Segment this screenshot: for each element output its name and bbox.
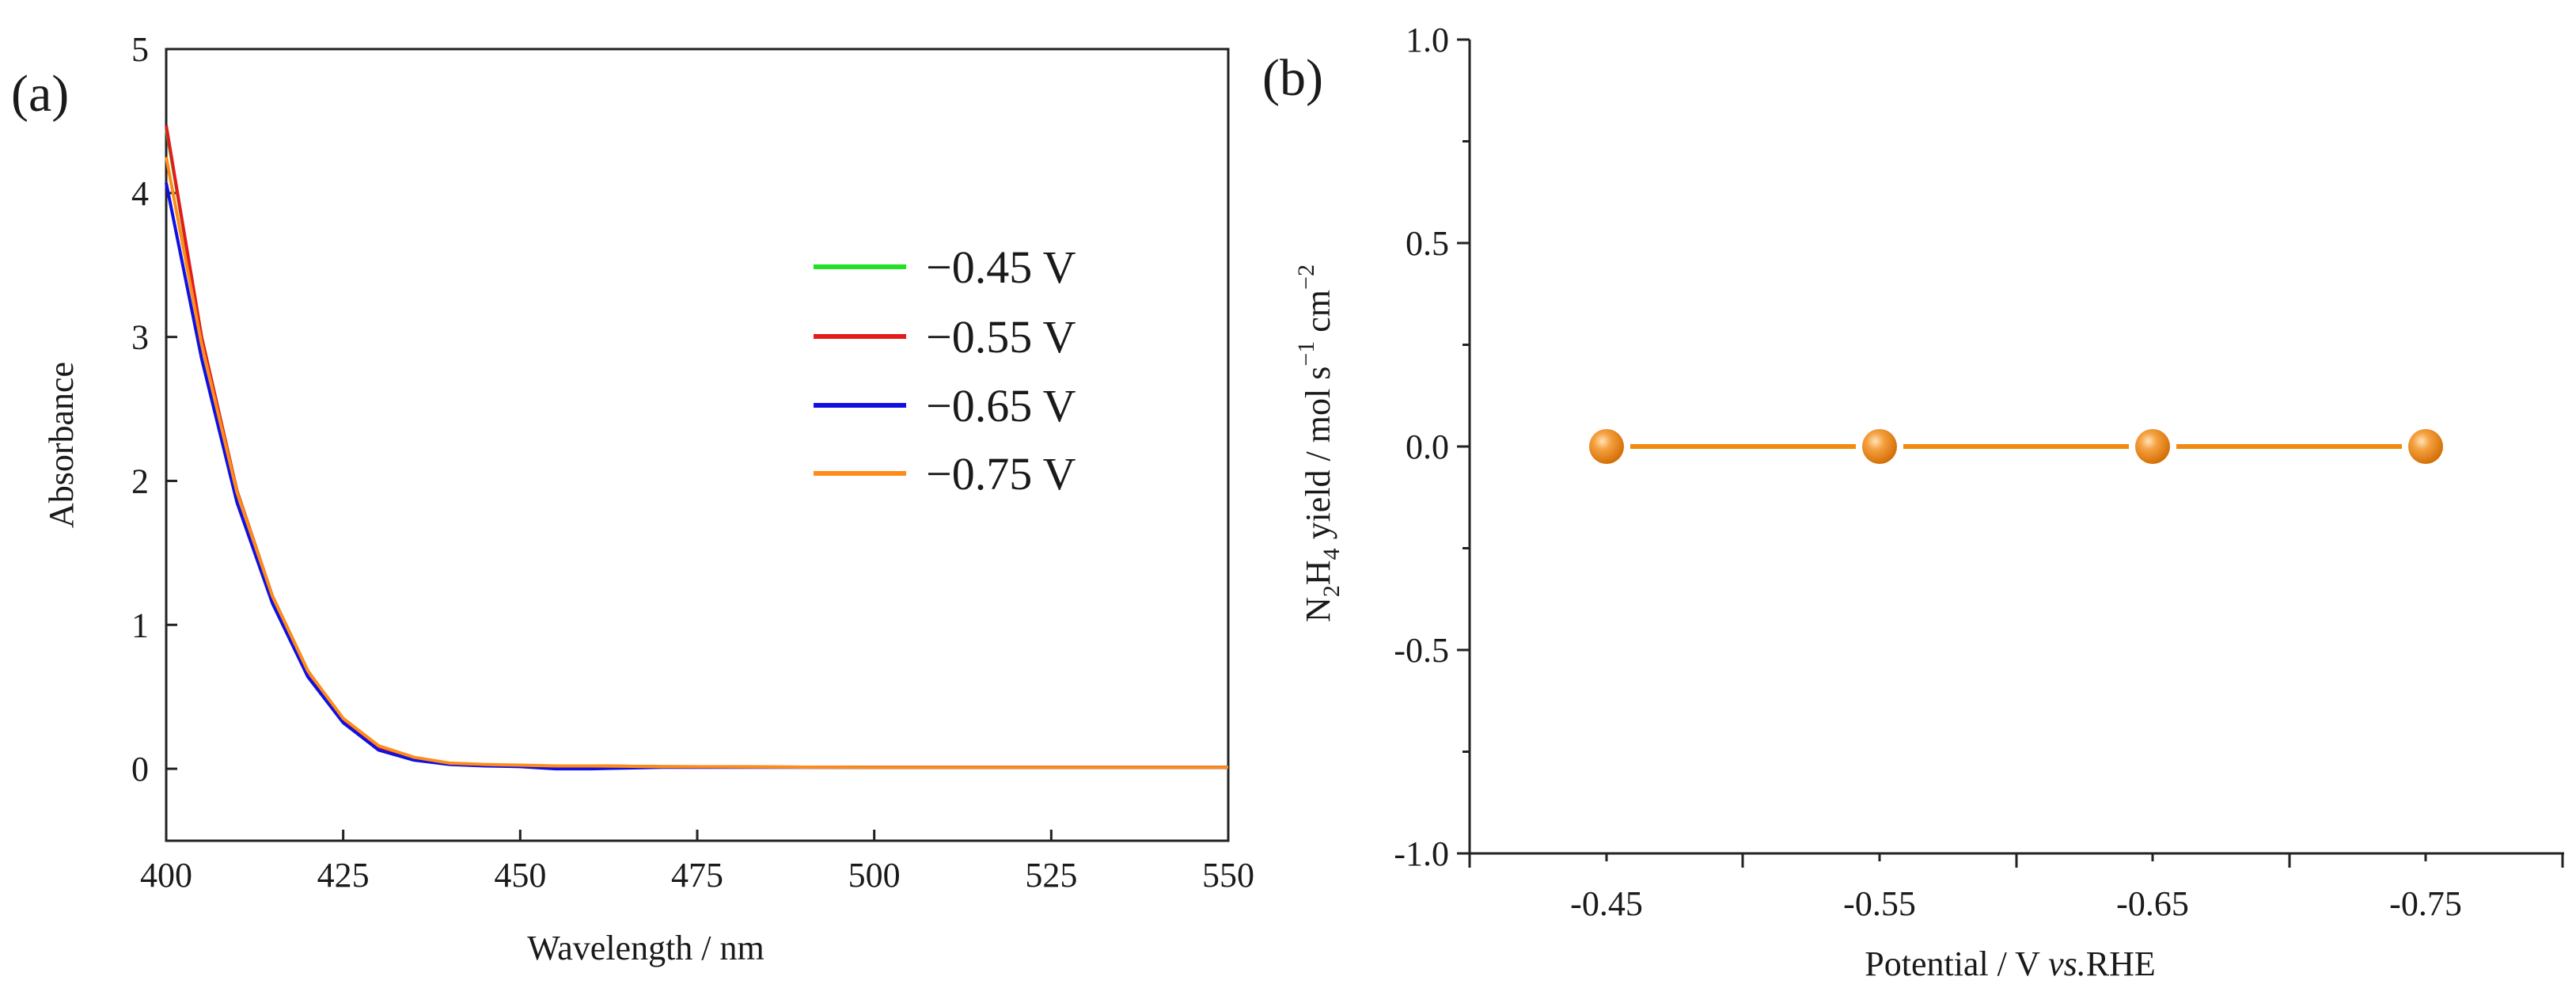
yield-chart: (b) -1.0 -0.5 0.0 0.5 1.0 -0.45 -0.55 -0.65 -0.… [1262,21,2564,983]
legend-label-1: −0.45 V [926,241,1076,293]
x-tick-label-b: -0.45 [1570,884,1643,923]
data-point [2135,429,2170,464]
panel-b-label: (b) [1262,49,1323,107]
x-tick-label-b: -0.75 [2389,884,2462,923]
series-line-3 [165,182,1228,771]
x-tick-label-b: -0.55 [1843,884,1916,923]
panel-a-label: (a) [11,65,69,123]
x-tick-label-a: 475 [671,856,723,895]
y-tick-label-b: -0.5 [1394,631,1449,670]
x-tick-label-a: 425 [317,856,370,895]
y-axis-label-a: Absorbance [42,362,81,528]
series-line-2 [165,125,1228,770]
y-tick-label-b: 0.5 [1406,224,1449,263]
y-axis-label-b: N2H4 yield / mol s−1 cm−2 [1293,264,1345,622]
y-tick-label-a: 5 [131,30,149,69]
legend-label-2: −0.55 V [926,311,1076,363]
data-point [2408,429,2443,464]
y-tick-label-a: 2 [131,462,149,500]
legend-label-3: −0.65 V [926,380,1076,431]
x-tick-label-a: 450 [494,856,546,895]
y-tick-label-a: 1 [131,606,149,644]
y-tick-label-a: 0 [131,750,149,788]
plot-frame-a [165,48,1230,842]
y-tick-label-b: 1.0 [1406,21,1449,59]
x-axis-label-b: Potential / V vs.RHE [1865,944,2156,983]
series-line-4 [165,156,1228,770]
absorbance-chart: (a) 0 1 2 3 4 5 400 425 450 475 500 525 550 Wavelen… [11,30,1254,967]
data-point [1589,429,1624,464]
data-point [1862,429,1897,464]
legend-a: −0.45 V −0.55 V −0.65 V −0.75 V [814,241,1076,500]
x-tick-label-a: 400 [140,856,192,895]
y-tick-label-b: -1.0 [1394,834,1449,873]
x-tick-label-b: -0.65 [2116,884,2189,923]
x-tick-label-a: 500 [848,856,901,895]
x-axis-label-a: Wavelength / nm [527,929,764,967]
x-tick-label-a: 550 [1202,856,1254,895]
y-tick-label-b: 0.0 [1406,428,1449,466]
legend-label-4: −0.75 V [926,448,1076,500]
y-tick-label-a: 3 [131,318,149,357]
x-tick-label-a: 525 [1025,856,1077,895]
y-tick-label-a: 4 [131,174,149,213]
